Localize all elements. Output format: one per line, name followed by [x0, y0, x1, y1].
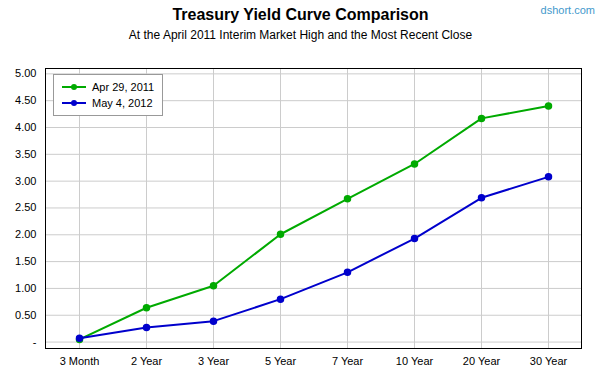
- svg-text:4.00: 4.00: [15, 121, 36, 133]
- svg-text:30 Year: 30 Year: [530, 355, 568, 367]
- svg-text:10 Year: 10 Year: [396, 355, 434, 367]
- html-text:Apr 29, 2011: Apr 29, 2011: [92, 81, 155, 93]
- html-text:May 4, 2012: May 4, 2012: [92, 97, 153, 109]
- svg-text:3.00: 3.00: [15, 175, 36, 187]
- svg-text:20 Year: 20 Year: [463, 355, 501, 367]
- svg-text:1.50: 1.50: [15, 255, 36, 267]
- svg-text:3 Month: 3 Month: [60, 355, 100, 367]
- svg-text:-: -: [33, 336, 37, 348]
- html-text:dshort.com: dshort.com: [540, 4, 595, 16]
- svg-text:2 Year: 2 Year: [131, 355, 163, 367]
- svg-text:0.50: 0.50: [15, 309, 36, 321]
- svg-text:1.00: 1.00: [15, 282, 36, 294]
- svg-text:5 Year: 5 Year: [265, 355, 297, 367]
- html-text:Treasury Yield Curve Compariso: Treasury Yield Curve Comparison: [172, 6, 429, 23]
- svg-text:3.50: 3.50: [15, 148, 36, 160]
- svg-text:3 Year: 3 Year: [198, 355, 230, 367]
- svg-text:4.50: 4.50: [15, 94, 36, 106]
- html-text:At the April 2011 Interim Mark: At the April 2011 Interim Market High an…: [128, 28, 473, 42]
- svg-text:7 Year: 7 Year: [332, 355, 364, 367]
- svg-text:2.50: 2.50: [15, 201, 36, 213]
- svg-text:2.00: 2.00: [15, 228, 36, 240]
- svg-text:5.00: 5.00: [15, 67, 36, 79]
